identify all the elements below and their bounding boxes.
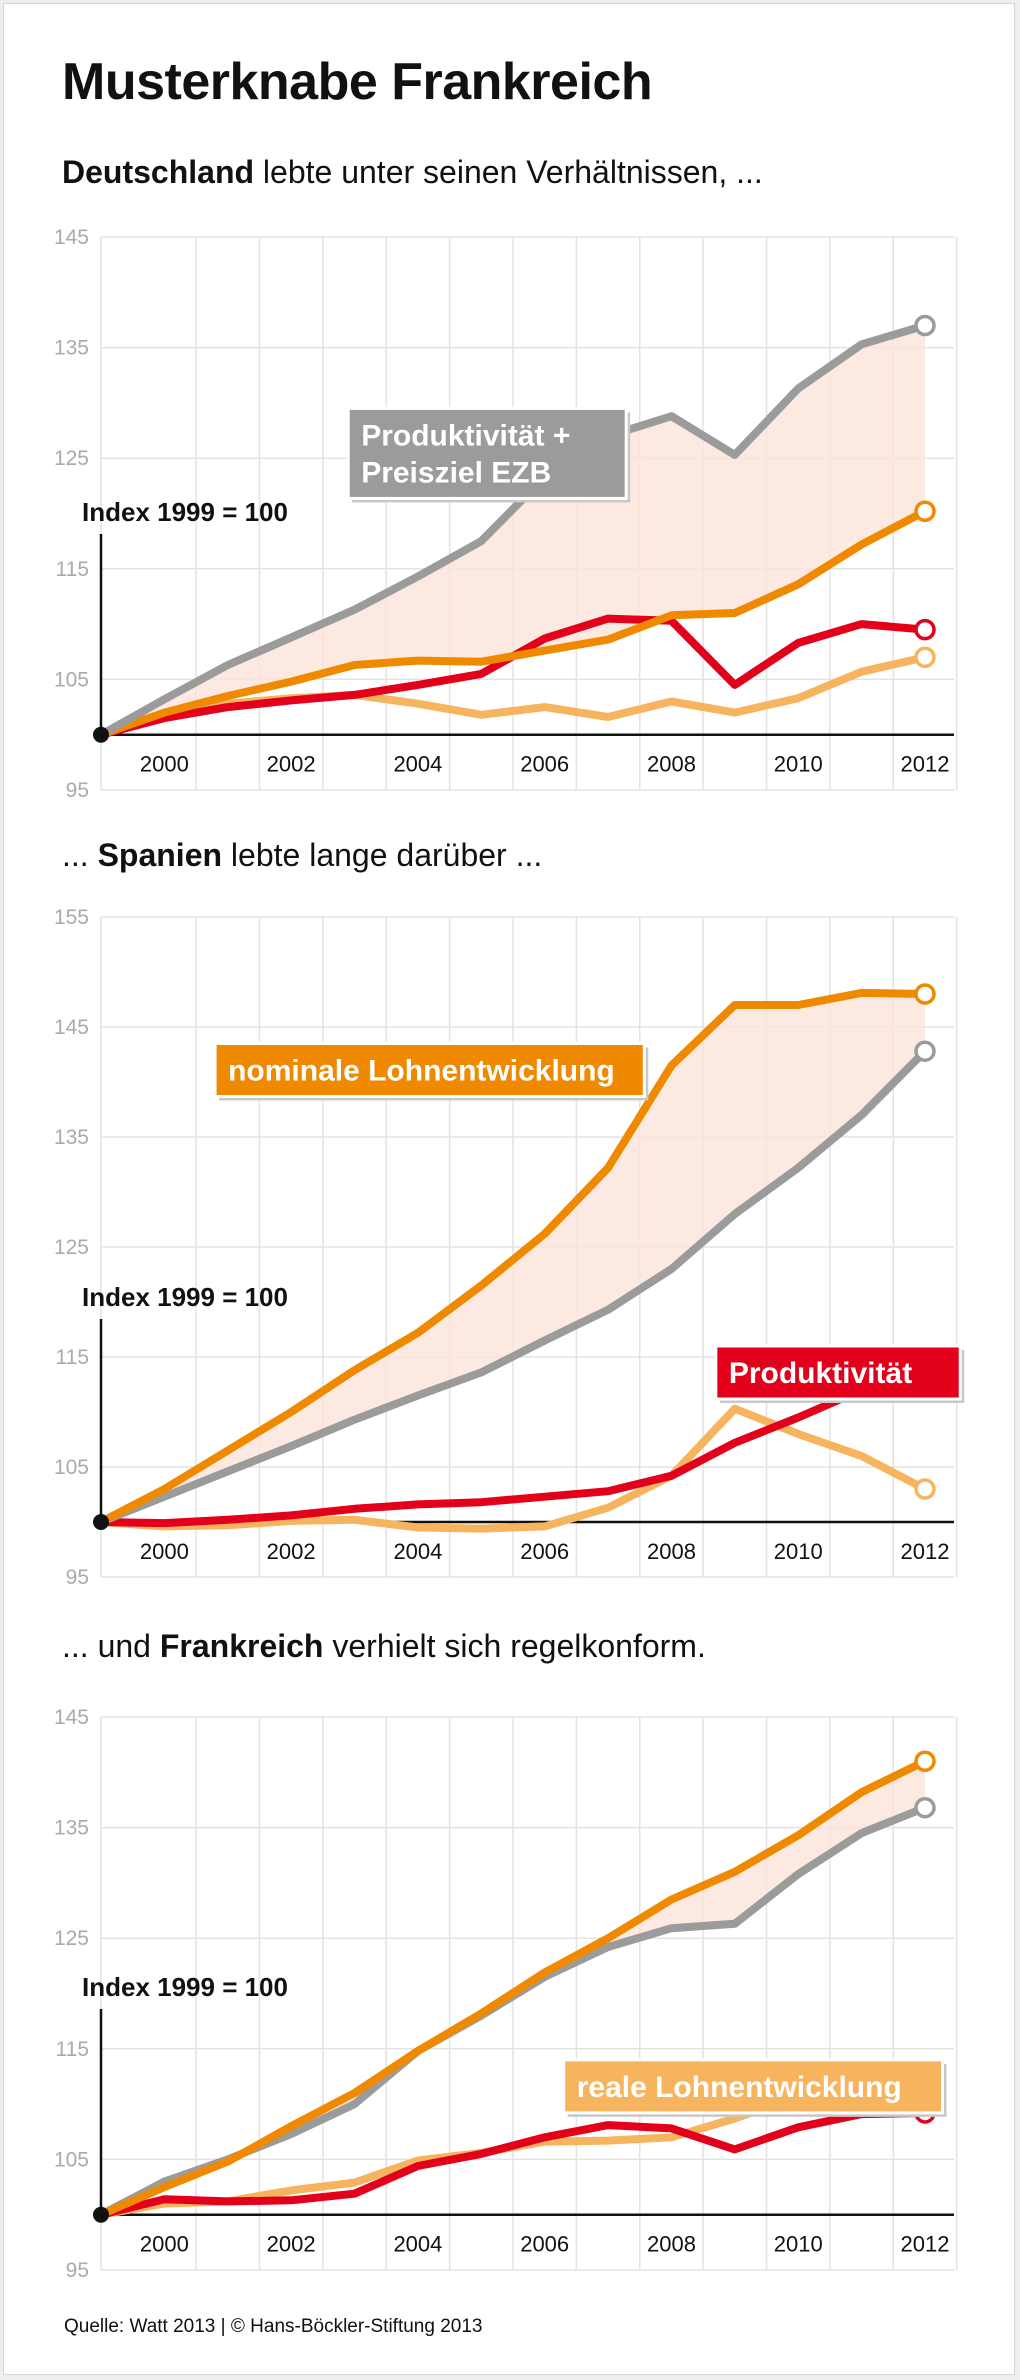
y-tick-label: 135 (54, 1817, 89, 1840)
end-point-produktivitaet-preisziel-ezb (914, 314, 936, 337)
x-tick-label: 2008 (647, 752, 696, 777)
page-title: Musterknabe Frankreich (62, 53, 653, 111)
chart-germany: 95 105 115 125 135 145 2000 2002 2004 2006 2008 201… (54, 226, 958, 802)
x-tick-label: 2002 (267, 1539, 316, 1564)
y-tick-label: 135 (54, 337, 89, 360)
y-tick-label: 125 (54, 447, 89, 470)
y-tick-label: 105 (54, 2148, 89, 2171)
section-heading-france: ... und Frankreich verhielt sich regelko… (62, 1628, 706, 1665)
x-tick-label: 2012 (901, 1539, 950, 1564)
heading-prefix: ... (62, 837, 98, 873)
start-point (93, 2206, 109, 2223)
chart-france: 95 105 115 125 135 145 2000 2002 2004 2006 2008 201… (54, 1706, 958, 2282)
start-point (93, 1514, 109, 1530)
y-tick-label: 115 (56, 1346, 89, 1369)
y-axis-label: Index 1999 = 100 (82, 1282, 288, 1312)
label-box (213, 1042, 646, 1098)
label-box (346, 406, 628, 500)
x-tick-label: 2006 (520, 2232, 569, 2257)
end-point-produktivitaet-preisziel-ezb (914, 1796, 936, 1819)
x-tick-label: 2012 (901, 2232, 950, 2257)
series-line-produktivitaet-preisziel-ezb (97, 321, 929, 739)
chart-spain: 95 105 115 125 135 145 155 2000 2002 2004 2006 2008… (54, 906, 965, 1589)
x-tick-label: 2004 (393, 1539, 442, 1564)
y-tick-label: 145 (54, 1016, 89, 1039)
label-box (714, 1344, 962, 1401)
heading-prefix: ... und (62, 1628, 160, 1664)
x-tick-label: 2004 (393, 752, 442, 777)
section-heading-germany: Deutschland lebte unter seinen Verhältni… (62, 154, 763, 191)
label-text: Produktivität (729, 1357, 912, 1390)
end-point-nominale-lohnentwicklung (914, 983, 936, 1005)
end-point-reale-lohnentwicklung (914, 646, 936, 669)
y-tick-label: 155 (54, 906, 89, 929)
x-tick-label: 2002 (267, 2232, 316, 2257)
x-tick-label: 2000 (140, 2232, 189, 2257)
end-point-produktivitaet-preisziel-ezb (914, 1040, 936, 1062)
x-tick-label: 2000 (140, 752, 189, 777)
series-line-produktivitaet-preisziel-ezb (97, 1047, 929, 1526)
source-note: Quelle: Watt 2013 | © Hans-Böckler-Stift… (64, 2316, 483, 2337)
y-tick-label: 105 (54, 668, 89, 691)
series-line-nominale-lohnentwicklung (97, 507, 929, 739)
end-point-nominale-lohnentwicklung (914, 500, 936, 523)
y-tick-label: 95 (66, 779, 89, 802)
series-line-reale-lohnentwicklung (97, 1404, 929, 1533)
label-text: nominale Lohnentwicklung (228, 1055, 615, 1088)
end-point-produktivitaet (914, 618, 936, 641)
y-tick-label: 105 (54, 1456, 89, 1479)
y-tick-label: 95 (66, 1566, 89, 1589)
series-line-nominale-lohnentwicklung (97, 988, 929, 1526)
x-tick-label: 2006 (520, 752, 569, 777)
series-label-nominale-lohnentwicklung: nominale Lohnentwicklung (213, 1042, 649, 1101)
y-axis-label: Index 1999 = 100 (82, 1972, 288, 2002)
x-tick-label: 2004 (393, 2232, 442, 2257)
end-point-reale-lohnentwicklung (914, 1478, 936, 1500)
series-line-produktivitaet (97, 1353, 929, 1528)
y-tick-label: 125 (54, 1236, 89, 1259)
x-tick-label: 2012 (901, 752, 950, 777)
end-point-nominale-lohnentwicklung (914, 1750, 936, 1772)
label-box (562, 2058, 945, 2115)
heading-country: Deutschland (62, 154, 255, 190)
heading-suffix: lebte unter seinen Verhältnissen, ... (254, 154, 763, 190)
heading-suffix: lebte lange darüber ... (222, 837, 543, 873)
x-tick-label: 2000 (140, 1539, 189, 1564)
y-axis-label: Index 1999 = 100 (82, 497, 288, 527)
x-tick-label: 2002 (267, 752, 316, 777)
heading-country: Frankreich (159, 1628, 324, 1664)
shaded-gap-area (101, 992, 925, 1522)
y-tick-label: 145 (54, 226, 89, 249)
y-tick-label: 95 (66, 2259, 89, 2282)
infographic-page: Musterknabe Frankreich Deutschland lebte… (3, 3, 1015, 2375)
series-label-produktivitaet-preisziel-ezb: Produktivität + Preisziel EZB (346, 406, 631, 503)
x-tick-label: 2010 (774, 2232, 823, 2257)
x-tick-label: 2008 (647, 2232, 696, 2257)
x-tick-label: 2010 (774, 1539, 823, 1564)
y-tick-label: 135 (54, 1126, 89, 1149)
series-line-produktivitaet (97, 2108, 929, 2219)
series-label-reale-lohnentwicklung: reale Lohnentwicklung (562, 2058, 947, 2117)
series-line-nominale-lohnentwicklung (97, 1757, 929, 2219)
start-point (93, 726, 109, 743)
y-tick-label: 115 (56, 2038, 89, 2061)
x-tick-label: 2006 (520, 1539, 569, 1564)
heading-country: Spanien (97, 837, 223, 873)
label-text: Produktivität + (361, 419, 570, 452)
x-tick-label: 2010 (774, 752, 823, 777)
label-text: reale Lohnentwicklung (577, 2071, 902, 2104)
y-tick-label: 115 (56, 558, 89, 581)
series-label-produktivitaet: Produktivität (714, 1344, 965, 1403)
y-tick-label: 125 (54, 1927, 89, 1950)
heading-suffix: verhielt sich regelkonform. (323, 1628, 706, 1664)
label-text: Preisziel EZB (361, 456, 551, 489)
section-heading-spain: ... Spanien lebte lange darüber ... (62, 837, 542, 874)
x-tick-label: 2008 (647, 1539, 696, 1564)
y-tick-label: 145 (54, 1706, 89, 1729)
